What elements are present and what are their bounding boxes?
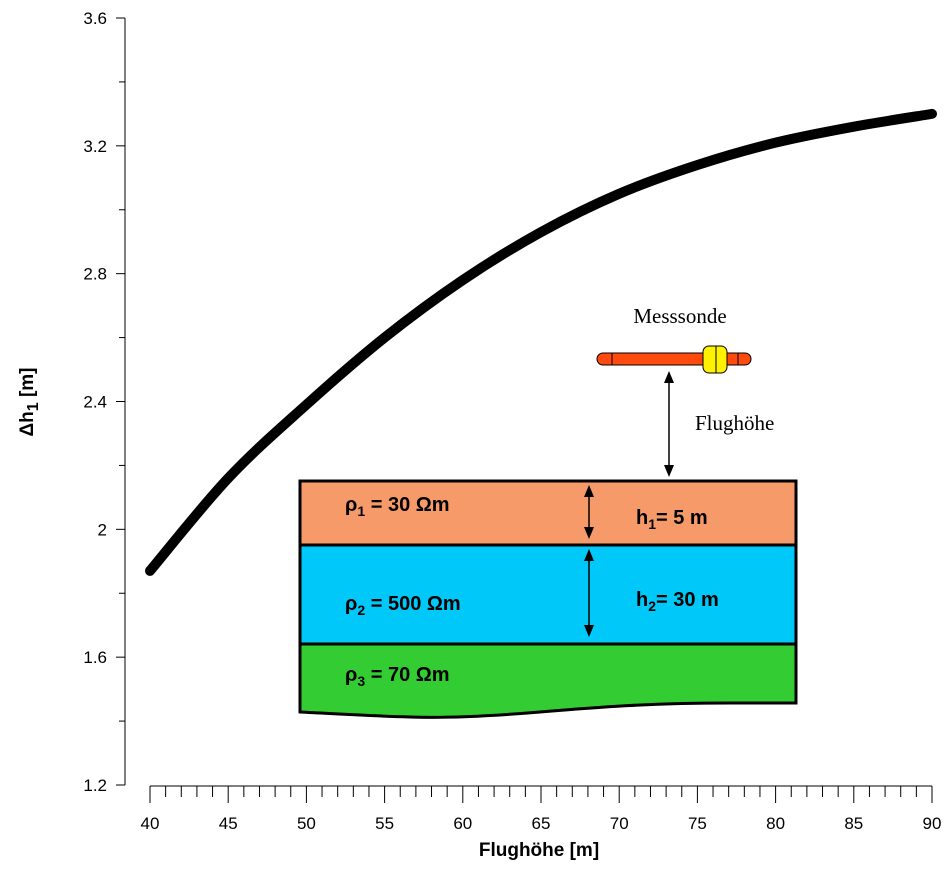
height-arrow — [664, 371, 674, 477]
x-tick-label: 70 — [610, 814, 629, 833]
series-line — [145, 108, 937, 576]
x-tick-label: 45 — [219, 814, 238, 833]
layer-1 — [298, 479, 798, 547]
layer-3-resistivity: ρ3 = 70 Ωm — [345, 664, 450, 689]
x-axis-title: Flughöhe [m] — [479, 840, 599, 861]
height-label: Flughöhe — [695, 411, 774, 435]
y-tick-label: 1.6 — [83, 648, 107, 667]
y-tick-label: 2 — [98, 520, 107, 539]
y-tick-label: 2.4 — [83, 393, 107, 412]
earth-model-inset: Messsonde Flughöhe ρ1 = 30 Ωm — [298, 304, 798, 719]
x-ticks: 40 45 50 55 60 65 70 75 80 85 90 — [141, 786, 942, 833]
layer-3 — [298, 642, 798, 719]
x-axis: 40 45 50 55 60 65 70 75 80 85 90 — [141, 785, 942, 833]
layer-2 — [298, 543, 798, 646]
x-tick-label: 40 — [141, 814, 160, 833]
probe-icon — [596, 345, 752, 374]
y-tick-label: 2.8 — [83, 265, 107, 284]
probe-ring — [702, 345, 728, 374]
x-tick-label: 90 — [923, 814, 942, 833]
y-tick-label: 3.2 — [83, 137, 107, 156]
x-tick-label: 55 — [375, 814, 394, 833]
x-tick-label: 50 — [297, 814, 316, 833]
x-tick-label: 60 — [453, 814, 472, 833]
y-tick-label: 1.2 — [83, 776, 107, 795]
y-ticks: 1.2 1.6 2 2.4 2.8 3.2 3.6 — [83, 9, 125, 795]
layer-2-thickness: h2= 30 m — [636, 589, 719, 614]
x-tick-label: 80 — [766, 814, 785, 833]
layer-1-resistivity: ρ1 = 30 Ωm — [345, 494, 450, 519]
layer-1-thickness-arrow — [584, 485, 594, 539]
layer-2-thickness-arrow — [584, 549, 594, 637]
x-tick-label: 65 — [532, 814, 551, 833]
y-axis: 1.2 1.6 2 2.4 2.8 3.2 3.6 — [83, 9, 126, 795]
layer-2-resistivity: ρ2 = 500 Ωm — [345, 593, 461, 618]
x-tick-label: 85 — [844, 814, 863, 833]
layer-1-thickness: h1= 5 m — [636, 507, 708, 532]
probe-body — [596, 352, 752, 366]
x-tick-label: 75 — [688, 814, 707, 833]
y-tick-label: 3.6 — [83, 9, 107, 28]
y-axis-title: Δh1 [m] — [17, 368, 42, 437]
probe-label: Messsonde — [633, 304, 726, 328]
